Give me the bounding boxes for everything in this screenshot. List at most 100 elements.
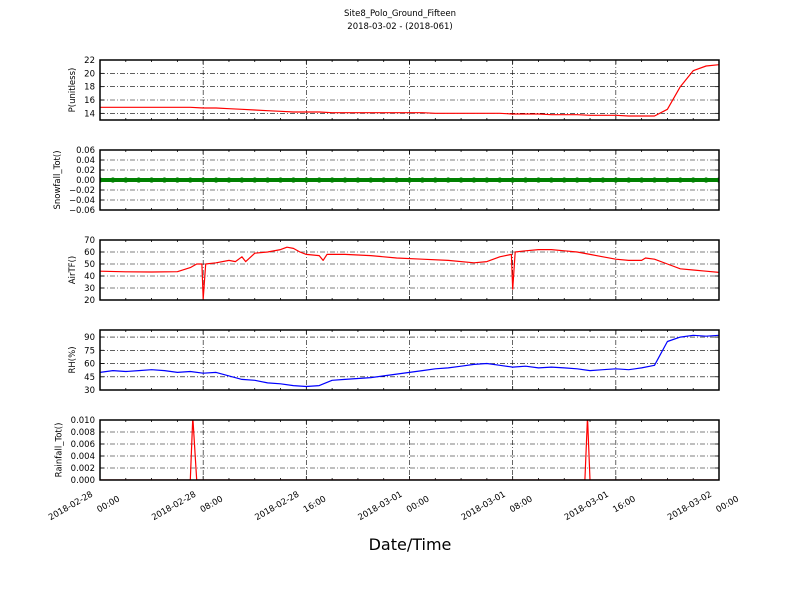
data-point (161, 177, 168, 183)
data-point (458, 177, 464, 183)
y-tick-label: 0.010 (71, 416, 95, 426)
axes-frame (99, 149, 720, 211)
y-tick-label: 0.04 (76, 156, 95, 166)
x-axis-label: Date/Time (369, 535, 452, 554)
data-point (626, 177, 632, 183)
data-point (277, 177, 284, 183)
x-tick-label: 2018-03-01 16:00 (563, 490, 638, 523)
y-axis-label: RH(%) (68, 346, 78, 373)
x-tick-label: 2018-02-28 00:00 (47, 490, 122, 523)
data-point (303, 177, 309, 183)
x-tick-label-time: 16:00 (611, 494, 637, 515)
y-tick-label: 60 (84, 248, 95, 258)
series-group (100, 64, 719, 117)
y-tick-label: −0.06 (69, 206, 95, 216)
y-tick-label: 60 (84, 360, 95, 370)
x-tick-label: 2018-03-01 00:00 (357, 490, 432, 523)
data-point (484, 177, 490, 183)
x-tick-label-time: 08:00 (508, 494, 534, 515)
data-point (252, 177, 258, 183)
x-tick-label: 2018-03-01 08:00 (460, 490, 535, 523)
y-tick-label: 0.002 (71, 464, 95, 474)
data-point (342, 177, 348, 183)
data-point (265, 177, 271, 183)
series-group (100, 420, 719, 480)
y-tick-label: 0.02 (76, 166, 95, 176)
y-tick-label: 50 (84, 260, 95, 270)
data-point (213, 177, 219, 183)
data-point (432, 177, 438, 183)
y-tick-label: 0.006 (71, 440, 95, 450)
data-point (355, 177, 361, 183)
y-tick-label: 0.06 (76, 146, 95, 156)
series-group (100, 177, 719, 183)
y-tick-label: 14 (84, 109, 95, 119)
y-tick-label: 22 (84, 56, 95, 66)
data-point (664, 177, 671, 183)
x-tick-label-date: 2018-03-01 (357, 490, 405, 523)
y-tick-label: 16 (84, 96, 95, 106)
data-point (548, 177, 554, 183)
x-tick-label-date: 2018-02-28 (47, 490, 95, 523)
y-tick-label: 40 (84, 272, 95, 282)
y-tick-label: 0.00 (76, 176, 95, 186)
y-tick-label: 0.008 (71, 428, 95, 438)
x-tick-label-date: 2018-02-28 (253, 490, 301, 523)
data-point (110, 177, 116, 183)
data-point (445, 177, 451, 183)
series-line (100, 334, 719, 388)
y-tick-label: 30 (84, 386, 95, 396)
y-axis-label: AirTF() (68, 256, 78, 284)
series-line (100, 246, 719, 300)
data-point (187, 177, 193, 183)
y-tick-label: −0.04 (69, 196, 95, 206)
data-point (651, 177, 658, 183)
data-point (471, 177, 477, 183)
data-point (613, 177, 619, 183)
axes-frame (99, 329, 720, 391)
y-tick-label: −0.02 (69, 186, 95, 196)
y-tick-label: 0.000 (71, 476, 95, 486)
data-point (497, 177, 503, 183)
data-point (639, 177, 645, 183)
data-point (690, 177, 696, 183)
x-tick-label-date: 2018-03-02 (666, 490, 714, 523)
x-tick-label-date: 2018-03-01 (460, 490, 508, 523)
y-tick-label: 45 (84, 373, 95, 383)
y-tick-label: 0.004 (71, 452, 95, 462)
data-point (136, 177, 142, 183)
panel-2: −0.06−0.04−0.020.000.020.040.06 Snowfall_… (53, 146, 720, 216)
data-point (677, 177, 683, 183)
panel-5: 0.000 0.002 0.004 0.006 0.008 0.010 Rainfall_T… (47, 416, 741, 523)
x-tick-label-time: 00:00 (715, 494, 741, 515)
y-axis-label: Rainfall_Tot() (55, 423, 65, 478)
y-tick-label: 30 (84, 284, 95, 294)
data-point (510, 177, 516, 183)
data-point (419, 177, 425, 183)
x-tick-label: 2018-03-02 00:00 (666, 490, 741, 523)
y-tick-label: 18 (84, 83, 95, 93)
x-tick-label-time: 08:00 (199, 494, 225, 515)
data-point (329, 177, 335, 183)
data-point (394, 177, 400, 183)
data-point (535, 177, 542, 183)
data-point (703, 177, 709, 183)
y-tick-label: 70 (84, 236, 95, 246)
x-tick-label: 2018-02-28 16:00 (253, 490, 328, 523)
y-tick-label: 20 (84, 69, 95, 79)
data-point (123, 177, 129, 183)
x-tick-label: 2018-02-28 08:00 (150, 490, 225, 523)
axes-frame (99, 59, 720, 121)
y-tick-label: 90 (84, 333, 95, 343)
data-point (522, 177, 529, 183)
data-point (200, 177, 206, 183)
data-point (368, 177, 374, 183)
panel-3: 20 30 40 50 60 70 AirTF() (68, 236, 720, 306)
chart-title: Site8_Polo_Ground_Fifteen (344, 9, 456, 19)
data-point (587, 177, 593, 183)
data-point (561, 177, 567, 183)
data-point (600, 177, 606, 183)
data-point (316, 177, 322, 183)
y-axis-label: P(unitless) (68, 68, 78, 113)
